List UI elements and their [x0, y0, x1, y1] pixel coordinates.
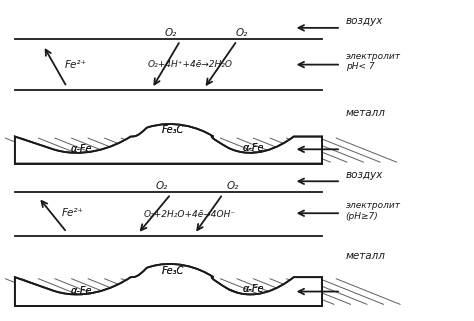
Text: Fe₃C: Fe₃C	[162, 265, 184, 276]
PathPatch shape	[15, 124, 322, 164]
Text: электролит
рН< 7: электролит рН< 7	[346, 52, 401, 71]
Text: α-Fe: α-Fe	[70, 144, 92, 154]
Text: металл: металл	[346, 108, 385, 118]
Text: α-Fe: α-Fe	[243, 284, 264, 294]
Text: электролит
(рН≥7): электролит (рН≥7)	[346, 201, 401, 221]
Text: воздух: воздух	[346, 170, 383, 180]
Text: металл: металл	[346, 251, 385, 261]
Text: O₂+2H₂O+4ē→4OH⁻: O₂+2H₂O+4ē→4OH⁻	[144, 210, 236, 219]
Text: Fe₃C: Fe₃C	[162, 125, 184, 135]
Text: α-Fe: α-Fe	[243, 284, 264, 294]
Text: α-Fe: α-Fe	[70, 144, 92, 154]
Text: Fe²⁺: Fe²⁺	[64, 60, 86, 70]
Text: α-Fe: α-Fe	[243, 143, 264, 153]
Text: α-Fe: α-Fe	[70, 286, 92, 296]
Text: Fe₃C: Fe₃C	[162, 265, 184, 276]
Text: Fe²⁺: Fe²⁺	[62, 208, 84, 218]
Text: Fe₃C: Fe₃C	[162, 125, 184, 135]
Text: O₂: O₂	[164, 28, 177, 38]
Text: O₂+4H⁺+4ē→2H₂O: O₂+4H⁺+4ē→2H₂O	[147, 60, 232, 69]
Text: O₂: O₂	[226, 181, 238, 191]
Text: O₂: O₂	[155, 181, 167, 191]
Text: O₂: O₂	[236, 28, 248, 38]
Text: α-Fe: α-Fe	[70, 286, 92, 296]
Text: воздух: воздух	[346, 16, 383, 26]
Text: α-Fe: α-Fe	[243, 143, 264, 153]
PathPatch shape	[15, 264, 322, 306]
